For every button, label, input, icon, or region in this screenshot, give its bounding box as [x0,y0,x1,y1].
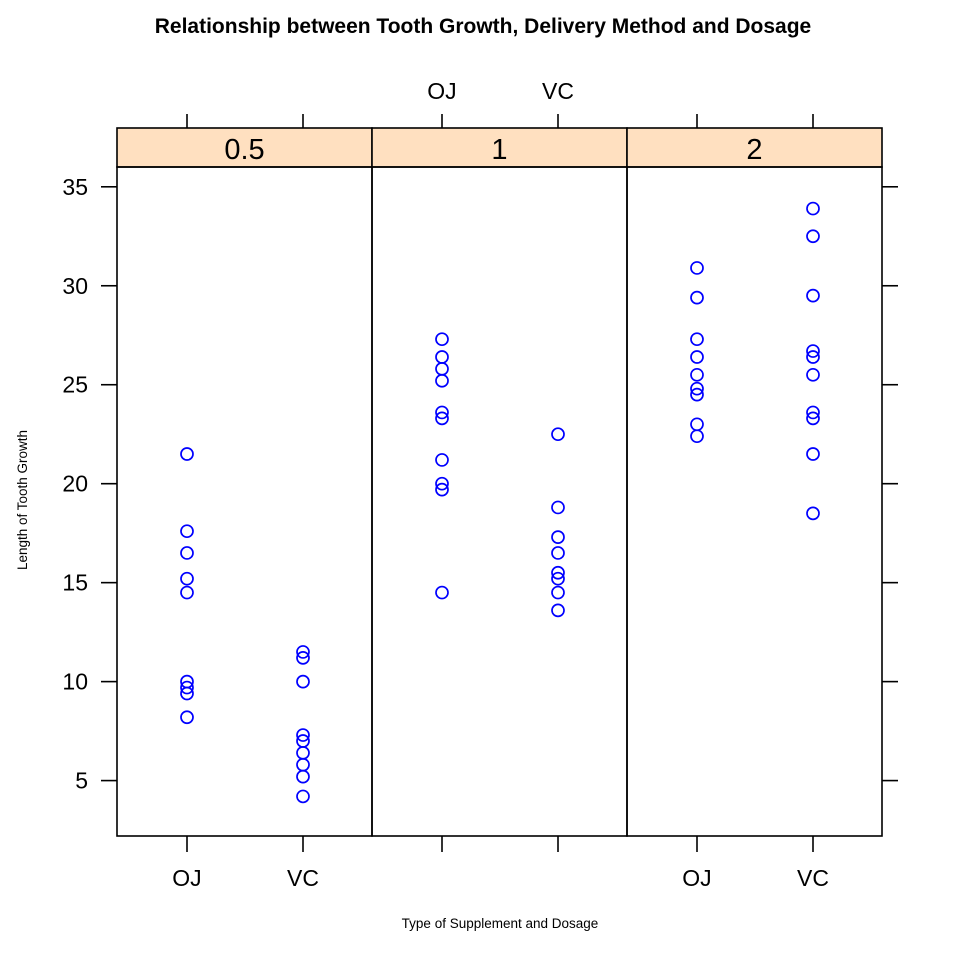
data-point [690,367,704,382]
data-point [806,411,820,426]
panel-2: 2 [626,127,883,837]
panel-1: 1 [371,127,628,837]
data-point [296,789,310,804]
data-point [551,585,565,600]
data-point [551,546,565,560]
data-point [435,476,449,491]
data-point [180,710,194,725]
data-point [551,530,565,544]
y-tick-label: 15 [62,570,88,596]
data-point [180,585,194,600]
data-point [180,680,194,695]
data-point [551,500,565,515]
data-point [690,387,704,402]
data-point [296,728,310,742]
strip-0.5 [116,127,373,168]
data-point [435,350,449,364]
x-tick-label: VC [797,865,829,891]
strip-label: 0.5 [224,134,264,166]
data-point [806,506,820,521]
strip-label: 2 [746,134,762,166]
data-point [435,411,449,426]
data-point [690,429,704,444]
y-tick-label: 20 [62,471,88,497]
data-point [551,571,565,586]
x-tick-label: VC [542,78,574,104]
data-point [435,373,449,388]
data-point [551,603,565,618]
data-point [435,362,449,376]
data-point [690,381,704,396]
x-axis: OJ VC OJ VC OJ VC [172,78,829,891]
data-point [806,201,820,216]
data-point [435,585,449,600]
data-point [690,332,704,347]
data-point [296,757,310,772]
x-tick-label: OJ [682,865,711,891]
panel-0.5: 0.5 [116,127,373,837]
y-axis: 5 10 15 20 25 30 35 [62,174,898,794]
data-point [806,405,820,420]
panel-frame [371,166,628,837]
data-point [806,344,820,358]
data-point [180,546,194,560]
data-point [296,769,310,784]
data-point [690,350,704,364]
data-point [435,405,449,420]
y-axis-title: Length of Tooth Growth [15,430,30,570]
data-point [690,290,704,305]
data-point [435,482,449,497]
y-tick-label: 25 [62,372,88,398]
panel-frame [116,166,373,837]
panel-frame [626,166,883,837]
data-point [296,746,310,760]
chart-title: Relationship between Tooth Growth, Deliv… [155,15,812,38]
data-point [296,645,310,659]
data-point [296,651,310,665]
y-tick-label: 35 [62,174,88,200]
data-point [806,288,820,303]
y-tick-label: 30 [62,273,88,299]
data-point [435,453,449,467]
data-point [435,332,449,347]
data-point [180,686,194,701]
x-axis-title: Type of Supplement and Dosage [402,916,599,931]
data-point [806,367,820,382]
x-tick-label: VC [287,865,319,891]
y-tick-label: 5 [75,768,88,794]
data-point [690,261,704,275]
data-point [180,571,194,586]
data-point [806,447,820,461]
data-point [806,350,820,364]
data-point [180,524,194,539]
data-point [690,417,704,432]
data-point [806,229,820,244]
x-tick-label: OJ [427,78,456,104]
y-tick-label: 10 [62,669,88,695]
panels: 0.5 1 2 [116,127,883,837]
data-point [551,427,565,442]
data-point [551,565,565,580]
x-tick-label: OJ [172,865,201,891]
strip-1 [371,127,628,168]
strip-label: 1 [491,134,507,166]
data-point [180,447,194,461]
data-point [296,674,310,689]
